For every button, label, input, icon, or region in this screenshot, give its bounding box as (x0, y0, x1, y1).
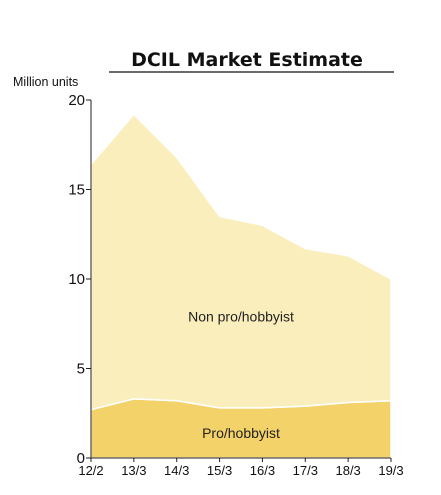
x-tick-label: 14/3 (164, 463, 189, 478)
area-series-1 (90, 113, 392, 411)
area-label-0: Pro/hobbyist (202, 425, 280, 441)
y-tick-label: 0 (77, 450, 85, 467)
y-axis-label: Million units (13, 75, 78, 89)
x-tick-label: 19/3 (378, 463, 403, 478)
x-tick-label: 18/3 (335, 463, 360, 478)
x-tick-label: 12/2 (78, 463, 103, 478)
y-tick-label: 10 (68, 271, 85, 288)
y-tick-label: 20 (68, 92, 85, 109)
y-tick-label: 5 (77, 361, 85, 378)
area-layer (90, 113, 392, 459)
chart-title: DCIL Market Estimate (131, 49, 363, 71)
x-tick-label: 15/3 (207, 463, 232, 478)
x-axis-ticks: 12/2 13/3 14/3 15/3 16/3 17/3 18/3 19/3 (78, 458, 404, 478)
area-label-1: Non pro/hobbyist (188, 309, 294, 325)
x-tick-label: 16/3 (250, 463, 275, 478)
y-tick-label: 15 (68, 182, 85, 199)
y-axis-ticks: 0 5 10 15 20 (68, 92, 91, 467)
x-tick-label: 17/3 (293, 463, 318, 478)
x-tick-label: 13/3 (121, 463, 146, 478)
area-labels: Pro/hobbyist Non pro/hobbyist (188, 309, 294, 441)
